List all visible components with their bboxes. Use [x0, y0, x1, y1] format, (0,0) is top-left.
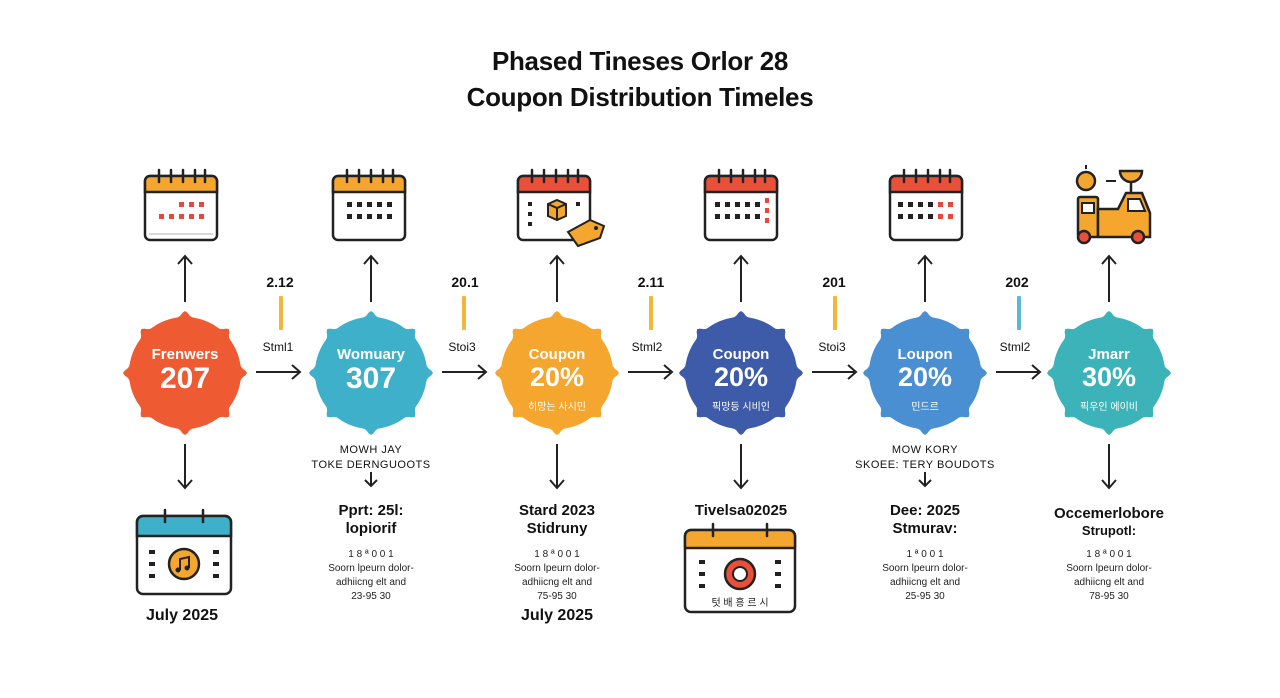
page-title: Phased Tineses Orlor 28 — [491, 46, 789, 76]
phase-heading: Occemerlobore — [1053, 505, 1165, 522]
arrow-right-icon — [812, 364, 858, 380]
phase-caption: TOKE DERNGUOOTS — [311, 459, 431, 471]
calendar-icon — [143, 168, 219, 242]
arrow-up-icon — [1101, 254, 1117, 302]
badge-label: Jmarr — [1088, 346, 1130, 363]
connector-tick — [1017, 296, 1021, 330]
phase-heading: lopiorif — [345, 520, 397, 537]
phase-detail: Soorn lpeurn dolor- — [882, 563, 968, 574]
phase-heading: Pprt: 25l: — [338, 502, 404, 519]
badge-label: Loupon — [897, 346, 953, 363]
calendar-icon — [331, 168, 407, 242]
badge-sub: 픽망등 시비인 — [712, 402, 770, 413]
badge-sub: 픽우인 에이비 — [1080, 402, 1138, 413]
phase-detail: 25-95 30 — [905, 591, 945, 602]
phase-detail: 75-95 30 — [537, 591, 577, 602]
arrow-right-icon — [996, 364, 1042, 380]
calendar-icon — [888, 168, 964, 242]
arrow-right-icon — [442, 364, 488, 380]
arrow-right-icon — [256, 364, 302, 380]
calendar-box-tag-icon — [516, 168, 606, 248]
connector-label: Stoi3 — [448, 340, 476, 354]
arrow-down-icon — [918, 472, 932, 488]
phase-heading: Dee: 2025 — [889, 502, 961, 519]
phase-heading: Stmurav: — [892, 520, 958, 537]
arrow-up-icon — [733, 254, 749, 302]
phase-badge-1: Frenwers 207 — [122, 310, 248, 436]
phase-badge-4: Coupon 20% 픽망등 시비인 — [678, 310, 804, 436]
badge-label: Coupon — [528, 346, 586, 363]
connector-label: Stml1 — [262, 340, 294, 354]
badge-value: 20% — [529, 362, 585, 392]
phase-badge-3: Coupon 20% 히망는 사시민 — [494, 310, 620, 436]
connector-label: Stml2 — [999, 340, 1031, 354]
phase-detail: Soorn lpeurn dolor- — [1066, 563, 1152, 574]
phase-detail: 텃 배 흥 르 시 — [711, 598, 769, 609]
arrow-down-icon — [549, 444, 565, 490]
page-subtitle: Coupon Distribution Timeles — [466, 82, 814, 112]
badge-sub: 히망는 사시민 — [528, 402, 586, 413]
arrow-right-icon — [628, 364, 674, 380]
phase-heading: Stidruny — [526, 520, 588, 537]
arrow-up-icon — [917, 254, 933, 302]
phase-badge-5: Loupon 20% 민드르 — [862, 310, 988, 436]
badge-value: 30% — [1081, 362, 1137, 392]
badge-value: 20% — [897, 362, 953, 392]
connector-tick — [833, 296, 837, 330]
connector-tick — [462, 296, 466, 330]
phase-detail: 1 8 ª 0 0 1 — [1086, 549, 1132, 560]
badge-label: Womuary — [336, 346, 406, 363]
arrow-up-icon — [363, 254, 379, 302]
connector-number: 2.11 — [637, 274, 665, 290]
calendar-target-icon — [683, 522, 797, 614]
badge-value: 207 — [159, 362, 211, 395]
arrow-up-icon — [549, 254, 565, 302]
badge-label: Coupon — [712, 346, 770, 363]
phase-detail: adhiicng elt and — [1073, 577, 1145, 588]
connector-number: 20.1 — [451, 274, 479, 290]
phase-heading: Tivelsa02025 — [694, 502, 788, 519]
phase-badge-6: Jmarr 30% 픽우인 에이비 — [1046, 310, 1172, 436]
badge-value: 20% — [713, 362, 769, 392]
phase-detail: 1 ª 0 0 1 — [906, 549, 944, 560]
arrow-down-icon — [733, 444, 749, 490]
arrow-down-icon — [1101, 444, 1117, 490]
calendar-music-icon — [135, 508, 233, 596]
phase-heading: Stard 2023 — [519, 502, 595, 519]
badge-label: Frenwers — [151, 346, 219, 363]
phase-detail: adhiicng elt and — [521, 577, 593, 588]
phase-detail: 1 8 ª 0 0 1 — [348, 549, 394, 560]
phase-detail: 23-95 30 — [351, 591, 391, 602]
connector-label: Stml2 — [631, 340, 663, 354]
phase-badge-2: Womuary 307 — [308, 310, 434, 436]
phase-detail: 78-95 30 — [1089, 591, 1129, 602]
phase-detail: Soorn lpeurn dolor- — [328, 563, 414, 574]
phase-caption: MOWH JAY — [339, 444, 403, 456]
connector-label: Stoi3 — [818, 340, 846, 354]
arrow-down-icon — [364, 472, 378, 488]
phase-detail: Soorn lpeurn dolor- — [514, 563, 600, 574]
badge-value: 307 — [345, 362, 397, 395]
calendar-icon — [703, 168, 779, 242]
phase-caption: MOW KORY — [891, 444, 959, 456]
phase-detail: adhiicng elt and — [335, 577, 407, 588]
phase-heading: Strupotl: — [1081, 523, 1137, 538]
badge-sub: 민드르 — [911, 402, 939, 413]
arrow-down-icon — [177, 444, 193, 490]
delivery-truck-icon — [1075, 165, 1152, 245]
connector-tick — [279, 296, 283, 330]
connector-number: 202 — [1005, 274, 1029, 290]
phase-date: July 2025 — [145, 607, 219, 624]
connector-number: 201 — [822, 274, 846, 290]
phase-caption: SKOEE: TERY BOUDOTS — [855, 459, 995, 471]
phase-detail: 1 8 ª 0 0 1 — [534, 549, 580, 560]
connector-tick — [649, 296, 653, 330]
phase-detail: adhiicng elt and — [889, 577, 961, 588]
phase-date: July 2025 — [520, 607, 594, 624]
arrow-up-icon — [177, 254, 193, 302]
connector-number: 2.12 — [266, 274, 294, 290]
